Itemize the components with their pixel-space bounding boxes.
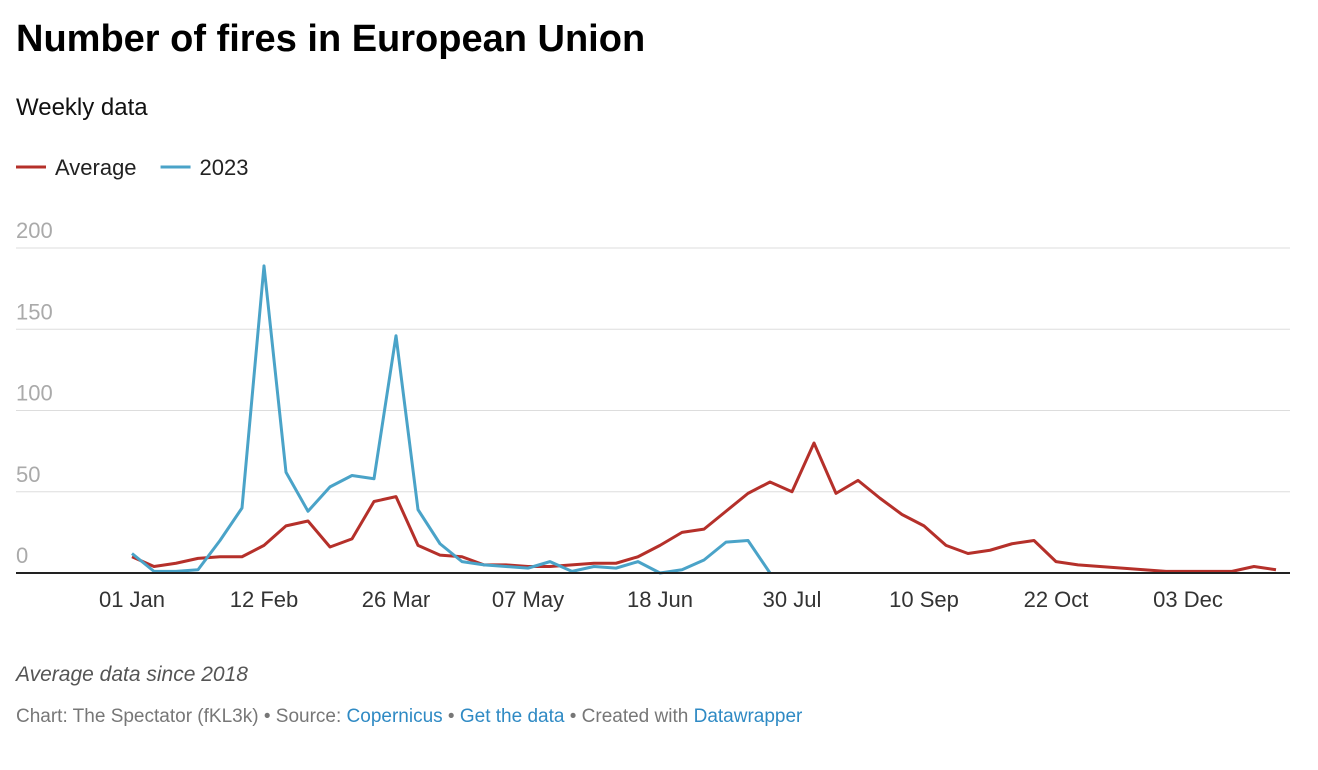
series-line — [131, 264, 772, 575]
separator: • — [447, 706, 455, 727]
x-tick-label: 01 Jan — [99, 587, 165, 612]
data-link[interactable]: Get the data — [459, 706, 565, 727]
separator: • — [263, 706, 271, 727]
y-tick-label: 50 — [16, 462, 40, 487]
y-tick-label: 150 — [16, 299, 53, 324]
y-tick-label: 0 — [16, 543, 28, 568]
x-tick-label: 26 Mar — [362, 587, 430, 612]
footer: Chart: The Spectator (fKL3k) • Source: C… — [16, 706, 802, 728]
x-tick-label: 12 Feb — [230, 587, 299, 612]
note: Average data since 2018 — [16, 663, 248, 686]
x-tick-label: 30 Jul — [763, 587, 822, 612]
source-link[interactable]: Copernicus — [346, 706, 443, 727]
credit: Chart: The Spectator (fKL3k) — [16, 706, 259, 727]
x-tick-label: 07 May — [492, 587, 564, 612]
legend-label: 2023 — [200, 155, 249, 180]
datawrapper-link[interactable]: Datawrapper — [693, 706, 803, 727]
series-line — [131, 441, 1277, 573]
x-tick-label: 22 Oct — [1024, 587, 1089, 612]
x-tick-label: 18 Jun — [627, 587, 693, 612]
y-tick-label: 200 — [16, 218, 53, 243]
x-tick-label: 03 Dec — [1153, 587, 1223, 612]
separator: • — [569, 706, 577, 727]
x-tick-label: 10 Sep — [889, 587, 959, 612]
created-label: Created with — [581, 706, 689, 727]
chart-title: Number of fires in European Union — [16, 18, 646, 60]
y-tick-label: 100 — [16, 381, 53, 406]
chart: Average 2023 0 50 100 150 200 01 Jan 12 Feb 26 Ma… — [16, 155, 1290, 612]
source-label: Source: — [275, 706, 342, 727]
chart-subtitle: Weekly data — [16, 94, 148, 121]
legend-label: Average — [55, 155, 137, 180]
